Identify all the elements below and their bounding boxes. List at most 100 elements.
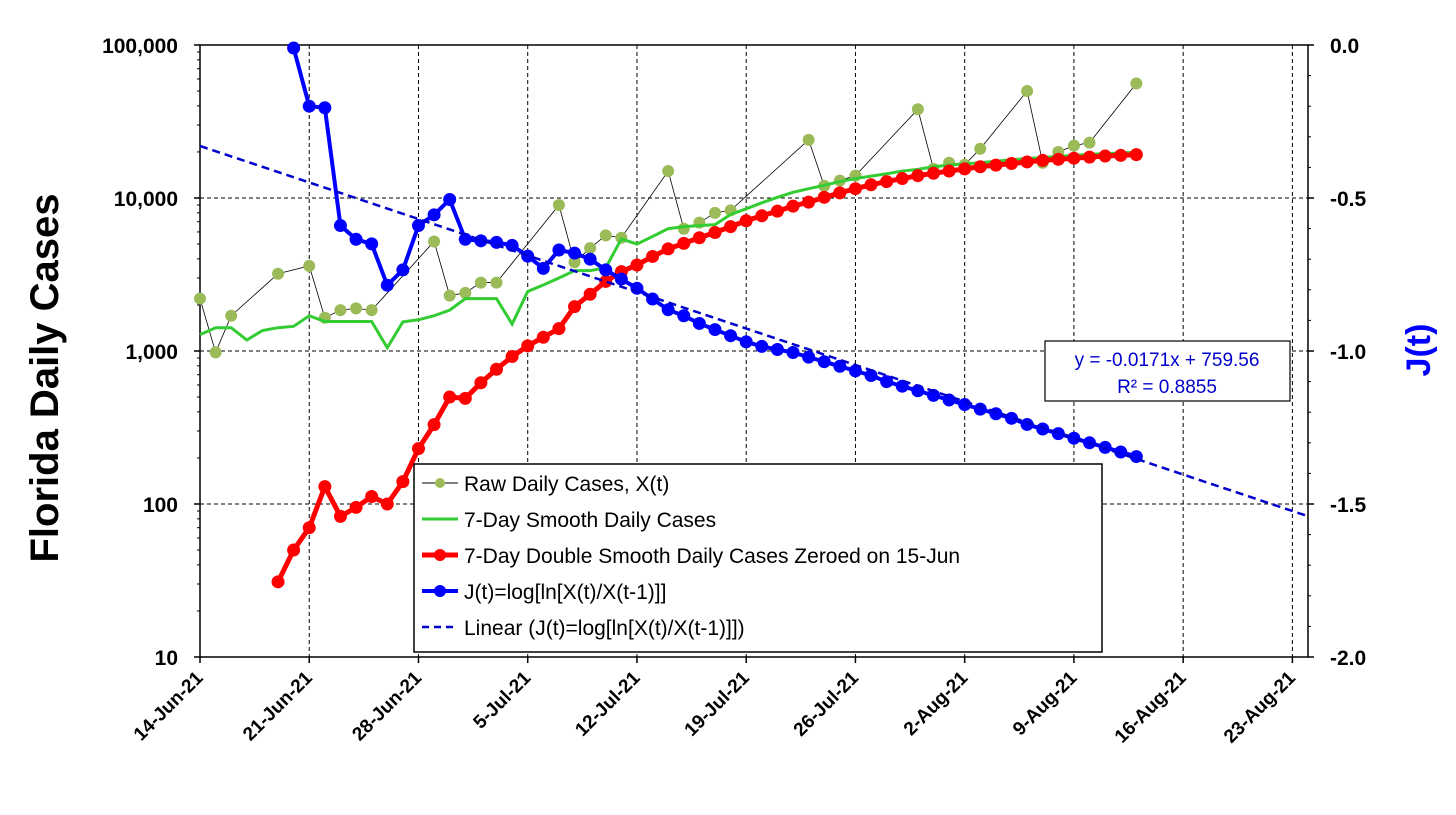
raw-cases-point <box>272 267 285 280</box>
j-point <box>536 261 550 275</box>
y-tick-label-left: 10 <box>155 647 178 670</box>
double-smooth-point <box>505 350 519 364</box>
j-point <box>755 339 769 353</box>
j-point <box>349 232 363 246</box>
raw-cases-point <box>443 289 456 302</box>
j-point <box>926 388 940 402</box>
j-point <box>427 208 441 222</box>
raw-cases-point <box>194 292 206 305</box>
j-point <box>568 246 582 260</box>
y-tick-label-left: 100 <box>143 494 178 517</box>
raw-cases-point <box>303 259 316 272</box>
raw-cases-point <box>568 256 581 269</box>
double-smooth-point <box>864 178 878 192</box>
double-smooth-point <box>692 231 706 245</box>
j-point <box>411 219 425 233</box>
trendline-equation: y = -0.0171x + 759.56 <box>1075 350 1260 371</box>
j-point <box>1114 445 1128 459</box>
legend-label: 7-Day Double Smooth Daily Cases Zeroed o… <box>464 545 960 568</box>
j-point <box>396 263 410 277</box>
raw-cases-point <box>209 346 222 359</box>
legend-label: Linear (J(t)=log[ln[X(t)/X(t-1)]]) <box>464 617 745 640</box>
j-point <box>692 316 706 330</box>
j-point <box>302 99 316 113</box>
double-smooth-point <box>474 376 488 390</box>
double-smooth-point <box>911 169 925 183</box>
double-smooth-point <box>958 162 972 176</box>
legend: Raw Daily Cases, X(t) 7-Day Smooth Daily … <box>413 463 1103 653</box>
legend-items: Raw Daily Cases, X(t) 7-Day Smooth Daily … <box>422 473 960 640</box>
raw-cases-point <box>474 276 487 289</box>
legend-swatch-marker <box>434 585 446 597</box>
j-point <box>864 368 878 382</box>
double-smooth-point <box>1129 148 1143 162</box>
double-smooth-point <box>536 330 550 344</box>
y-tick-label-right: -2.0 <box>1330 647 1366 670</box>
j-point <box>739 335 753 349</box>
raw-cases-point <box>1130 77 1143 90</box>
j-point <box>817 355 831 369</box>
equation-box-frame <box>1044 340 1291 402</box>
double-smooth-point <box>1114 148 1128 162</box>
double-smooth-point <box>770 204 784 218</box>
double-smooth-point <box>1067 151 1081 165</box>
j-point <box>380 278 394 292</box>
raw-cases-point <box>490 276 503 289</box>
j-point <box>1067 431 1081 445</box>
double-smooth-point <box>552 322 566 336</box>
double-smooth-point <box>926 166 940 180</box>
y-axis-label-left: Florida Daily Cases <box>23 193 67 562</box>
double-smooth-point <box>599 274 613 288</box>
j-point <box>318 101 332 115</box>
j-point <box>708 323 722 337</box>
j-point <box>458 232 472 246</box>
y-axis-label-right: J(t) <box>1400 324 1438 377</box>
j-point <box>333 219 347 233</box>
y-tick-label-right: -1.0 <box>1330 341 1366 364</box>
double-smooth-point <box>1004 157 1018 171</box>
double-smooth-point <box>646 249 660 263</box>
j-point <box>724 329 738 343</box>
j-point <box>786 346 800 360</box>
raw-cases-point <box>662 165 675 178</box>
double-smooth-point <box>989 158 1003 172</box>
legend-swatch-marker <box>435 478 445 488</box>
double-smooth-point <box>973 160 987 174</box>
raw-cases-point <box>599 229 612 242</box>
j-point <box>1036 422 1050 436</box>
j-point <box>661 303 675 317</box>
double-smooth-point <box>443 390 457 404</box>
j-point <box>1020 417 1034 431</box>
raw-cases-point <box>974 142 987 155</box>
raw-cases-point <box>552 199 565 212</box>
double-smooth-point <box>271 575 285 589</box>
j-point <box>848 364 862 378</box>
raw-cases-point <box>708 206 721 219</box>
trendline-equation-box: y = -0.0171x + 759.56 R² = 0.8855 <box>1044 340 1291 402</box>
double-smooth-point <box>365 489 379 503</box>
double-smooth-point <box>833 186 847 200</box>
legend-label: J(t)=log[ln[X(t)/X(t-1)]] <box>464 581 666 604</box>
double-smooth-point <box>302 521 316 535</box>
legend-label: 7-Day Smooth Daily Cases <box>464 509 716 532</box>
raw-cases-point <box>677 222 690 235</box>
double-smooth-point <box>1051 152 1065 166</box>
j-point <box>958 398 972 412</box>
double-smooth-point <box>786 199 800 213</box>
raw-cases-point <box>1021 85 1034 98</box>
raw-cases-point <box>1083 136 1096 149</box>
double-smooth-point <box>318 480 332 494</box>
j-point <box>365 237 379 251</box>
j-point <box>770 342 784 356</box>
j-point <box>677 309 691 323</box>
j-point <box>599 263 613 277</box>
series <box>194 41 1309 589</box>
raw-cases-point <box>911 103 924 116</box>
double-smooth-point <box>427 418 441 432</box>
double-smooth-point <box>458 391 472 405</box>
double-smooth-point <box>583 287 597 301</box>
raw-cases-point <box>225 309 238 322</box>
double-smooth-point <box>724 220 738 234</box>
